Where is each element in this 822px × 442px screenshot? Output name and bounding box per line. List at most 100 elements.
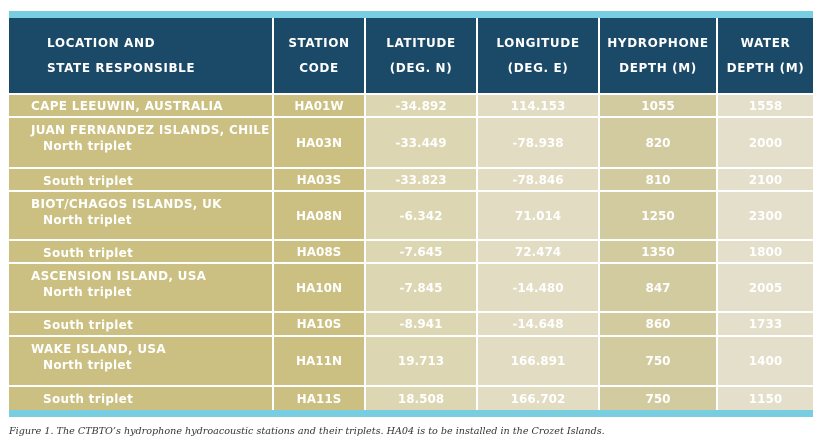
header-row: LOCATION AND STATE RESPONSIBLE STATION C… bbox=[9, 18, 813, 94]
header-hydrophone-line1: HYDROPHONE bbox=[607, 35, 709, 50]
triplet-label: North triplet bbox=[43, 213, 132, 227]
triplet-label: South triplet bbox=[43, 174, 134, 188]
water-depth-cell: 2005 bbox=[717, 262, 813, 312]
hydrophone-depth-cell: 860 bbox=[599, 311, 718, 336]
water-depth-cell: 1800 bbox=[717, 239, 813, 263]
header-station-line2: CODE bbox=[299, 60, 339, 75]
water-depth-cell: 1400 bbox=[717, 335, 813, 386]
hydrophone-depth-cell: 847 bbox=[599, 262, 718, 312]
station-code-cell: HA01W bbox=[273, 93, 366, 117]
location-cell: WAKE ISLAND, USA North triplet bbox=[9, 335, 274, 386]
header-latitude-line1: LATITUDE bbox=[386, 35, 456, 50]
latitude-cell: 18.508 bbox=[365, 385, 478, 410]
table-row: South triplet HA08S -7.645 72.474 1350 1… bbox=[9, 239, 813, 263]
table-row: BIOT/CHAGOS ISLANDS, UK North triplet HA… bbox=[9, 190, 813, 240]
header-location-line2: STATE RESPONSIBLE bbox=[47, 60, 196, 75]
table-row: South triplet HA03S -33.823 -78.846 810 … bbox=[9, 167, 813, 191]
table-row: JUAN FERNANDEZ ISLANDS, CHILE North trip… bbox=[9, 116, 813, 168]
latitude-cell: -7.845 bbox=[365, 262, 478, 312]
water-depth-cell: 2100 bbox=[717, 167, 813, 191]
location-name: JUAN FERNANDEZ ISLANDS, CHILE bbox=[31, 123, 270, 137]
longitude-cell: 114.153 bbox=[477, 93, 600, 117]
header-location: LOCATION AND STATE RESPONSIBLE bbox=[9, 18, 274, 94]
triplet-label: South triplet bbox=[43, 392, 134, 406]
station-code-cell: HA08S bbox=[273, 239, 366, 263]
hydrophone-depth-cell: 820 bbox=[599, 116, 718, 168]
triplet-label: North triplet bbox=[43, 285, 132, 299]
triplet-label: North triplet bbox=[43, 139, 132, 153]
table-row: CAPE LEEUWIN, AUSTRALIA HA01W -34.892 11… bbox=[9, 93, 813, 117]
location-cell: BIOT/CHAGOS ISLANDS, UK North triplet bbox=[9, 190, 274, 240]
top-accent-bar bbox=[9, 11, 813, 18]
location-cell: ASCENSION ISLAND, USA North triplet bbox=[9, 262, 274, 312]
header-latitude: LATITUDE (DEG. N) bbox=[365, 18, 478, 94]
triplet-label: South triplet bbox=[43, 318, 134, 332]
longitude-cell: 166.891 bbox=[477, 335, 600, 386]
header-hydrophone-line2: DEPTH (M) bbox=[619, 60, 697, 75]
header-location-line1: LOCATION AND bbox=[47, 35, 156, 50]
stations-table-frame: LOCATION AND STATE RESPONSIBLE STATION C… bbox=[9, 11, 813, 417]
latitude-cell: -7.645 bbox=[365, 239, 478, 263]
longitude-cell: 166.702 bbox=[477, 385, 600, 410]
location-cell: South triplet bbox=[9, 311, 274, 336]
header-latitude-line2: (DEG. N) bbox=[389, 60, 453, 75]
station-code-cell: HA10S bbox=[273, 311, 366, 336]
table-row: South triplet HA10S -8.941 -14.648 860 1… bbox=[9, 311, 813, 336]
bottom-accent-bar bbox=[9, 410, 813, 417]
header-water-line1: WATER bbox=[740, 35, 791, 50]
station-code-cell: HA03N bbox=[273, 116, 366, 168]
latitude-cell: 19.713 bbox=[365, 335, 478, 386]
header-longitude-line1: LONGITUDE bbox=[496, 35, 580, 50]
hydrophone-depth-cell: 1250 bbox=[599, 190, 718, 240]
station-code-cell: HA11S bbox=[273, 385, 366, 410]
table-row: South triplet HA11S 18.508 166.702 750 1… bbox=[9, 385, 813, 410]
longitude-cell: -14.480 bbox=[477, 262, 600, 312]
longitude-cell: 71.014 bbox=[477, 190, 600, 240]
hydrophone-stations-table: LOCATION AND STATE RESPONSIBLE STATION C… bbox=[9, 18, 813, 410]
hydrophone-depth-cell: 750 bbox=[599, 335, 718, 386]
longitude-cell: -78.938 bbox=[477, 116, 600, 168]
table-row: ASCENSION ISLAND, USA North triplet HA10… bbox=[9, 262, 813, 312]
location-name: BIOT/CHAGOS ISLANDS, UK bbox=[31, 197, 222, 211]
station-code-cell: HA03S bbox=[273, 167, 366, 191]
location-cell: South triplet bbox=[9, 167, 274, 191]
station-code-cell: HA08N bbox=[273, 190, 366, 240]
hydrophone-depth-cell: 810 bbox=[599, 167, 718, 191]
header-station-line1: STATION bbox=[288, 35, 350, 50]
longitude-cell: -78.846 bbox=[477, 167, 600, 191]
longitude-cell: -14.648 bbox=[477, 311, 600, 336]
location-cell: JUAN FERNANDEZ ISLANDS, CHILE North trip… bbox=[9, 116, 274, 168]
water-depth-cell: 2000 bbox=[717, 116, 813, 168]
hydrophone-depth-cell: 1055 bbox=[599, 93, 718, 117]
triplet-label: North triplet bbox=[43, 358, 132, 372]
latitude-cell: -34.892 bbox=[365, 93, 478, 117]
header-water-depth: WATER DEPTH (M) bbox=[717, 18, 813, 94]
latitude-cell: -8.941 bbox=[365, 311, 478, 336]
latitude-cell: -6.342 bbox=[365, 190, 478, 240]
latitude-cell: -33.449 bbox=[365, 116, 478, 168]
station-code-cell: HA11N bbox=[273, 335, 366, 386]
water-depth-cell: 2300 bbox=[717, 190, 813, 240]
header-longitude-line2: (DEG. E) bbox=[507, 60, 569, 75]
station-code-cell: HA10N bbox=[273, 262, 366, 312]
longitude-cell: 72.474 bbox=[477, 239, 600, 263]
latitude-cell: -33.823 bbox=[365, 167, 478, 191]
location-cell: South triplet bbox=[9, 385, 274, 410]
water-depth-cell: 1150 bbox=[717, 385, 813, 410]
hydrophone-depth-cell: 750 bbox=[599, 385, 718, 410]
header-water-line2: DEPTH (M) bbox=[726, 60, 805, 75]
header-hydrophone-depth: HYDROPHONE DEPTH (M) bbox=[599, 18, 718, 94]
water-depth-cell: 1558 bbox=[717, 93, 813, 117]
header-station-code: STATION CODE bbox=[273, 18, 366, 94]
header-longitude: LONGITUDE (DEG. E) bbox=[477, 18, 600, 94]
location-name: ASCENSION ISLAND, USA bbox=[31, 269, 207, 283]
table-row: WAKE ISLAND, USA North triplet HA11N 19.… bbox=[9, 335, 813, 386]
triplet-label: South triplet bbox=[43, 246, 134, 260]
location-name: WAKE ISLAND, USA bbox=[31, 342, 166, 356]
figure-caption: Figure 1. The CTBTO’s hydrophone hydroac… bbox=[9, 426, 605, 437]
location-cell: South triplet bbox=[9, 239, 274, 263]
location-cell: CAPE LEEUWIN, AUSTRALIA bbox=[9, 93, 274, 117]
water-depth-cell: 1733 bbox=[717, 311, 813, 336]
hydrophone-depth-cell: 1350 bbox=[599, 239, 718, 263]
location-name: CAPE LEEUWIN, AUSTRALIA bbox=[31, 99, 223, 113]
